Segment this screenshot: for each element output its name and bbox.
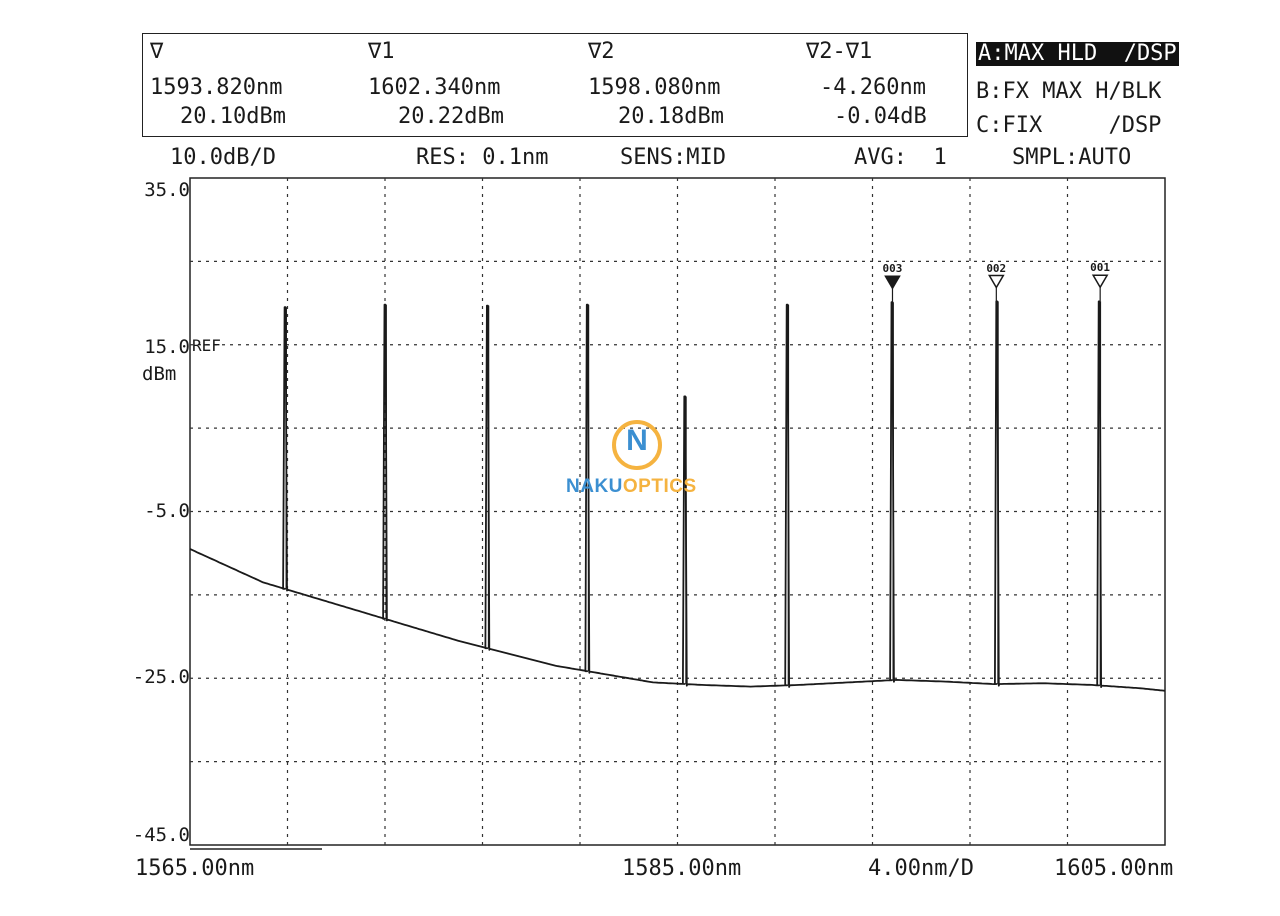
marker-triangle-icon <box>1091 274 1109 289</box>
trace-b-status: B:FX MAX H/BLK <box>976 79 1162 104</box>
marker2-wavelength: 1598.080nm <box>588 75 721 100</box>
y-tick-label: -45.0 <box>132 824 190 846</box>
logo-letter: N <box>626 424 648 457</box>
res-setting: RES: 0.1nm <box>416 145 549 170</box>
y-tick-label: 35.0 <box>144 179 190 201</box>
delta-label: ∇2-∇1 <box>806 39 873 64</box>
delta-level: -0.04dB <box>834 104 927 129</box>
avg-setting: AVG: 1 <box>854 145 947 170</box>
marker1-level: 20.22dBm <box>398 104 504 129</box>
logo-wordmark: NAKUOPTICS <box>566 476 697 497</box>
marker1-label: ∇1 <box>368 39 395 64</box>
marker-triangle-icon <box>884 275 901 290</box>
x-tick-label: 1565.00nm <box>135 856 255 881</box>
marker-number-label: 003 <box>882 262 903 276</box>
marker2-level: 20.18dBm <box>618 104 724 129</box>
x-tick-label: 1585.00nm <box>622 856 742 881</box>
logo-ring-icon <box>612 420 662 470</box>
nakuoptics-logo: N NAKUOPTICS <box>566 420 716 500</box>
trace-c-status: C:FIX /DSP <box>976 113 1162 138</box>
x-tick-label: 1605.00nm <box>1054 856 1174 881</box>
y-axis-unit: dBm <box>142 363 177 385</box>
marker-readout-box <box>142 33 968 137</box>
marker-wavelength: 1593.820nm <box>150 75 283 100</box>
x-scale-label: 4.00nm/D <box>868 856 974 881</box>
y-tick-label: 15.0 <box>144 336 190 358</box>
y-tick-label: -25.0 <box>132 666 190 688</box>
spectrum-trace <box>189 300 1166 692</box>
marker-level: 20.10dBm <box>180 104 286 129</box>
marker-number-label: 001 <box>1090 261 1111 275</box>
delta-wavelength: -4.260nm <box>820 75 926 100</box>
marker-label: ∇ <box>150 39 164 64</box>
marker-triangle-icon <box>988 274 1005 290</box>
marker-number-label: 002 <box>986 261 1007 275</box>
y-tick-label: -5.0 <box>144 500 190 522</box>
sens-setting: SENS:MID <box>620 145 726 170</box>
marker1-wavelength: 1602.340nm <box>368 75 501 100</box>
smpl-setting: SMPL:AUTO <box>1012 145 1132 170</box>
scale-setting: 10.0dB/D <box>170 145 276 170</box>
marker2-label: ∇2 <box>588 39 615 64</box>
trace-a-status: A:MAX HLD /DSP <box>976 41 1179 66</box>
ref-label: REF <box>192 336 221 355</box>
